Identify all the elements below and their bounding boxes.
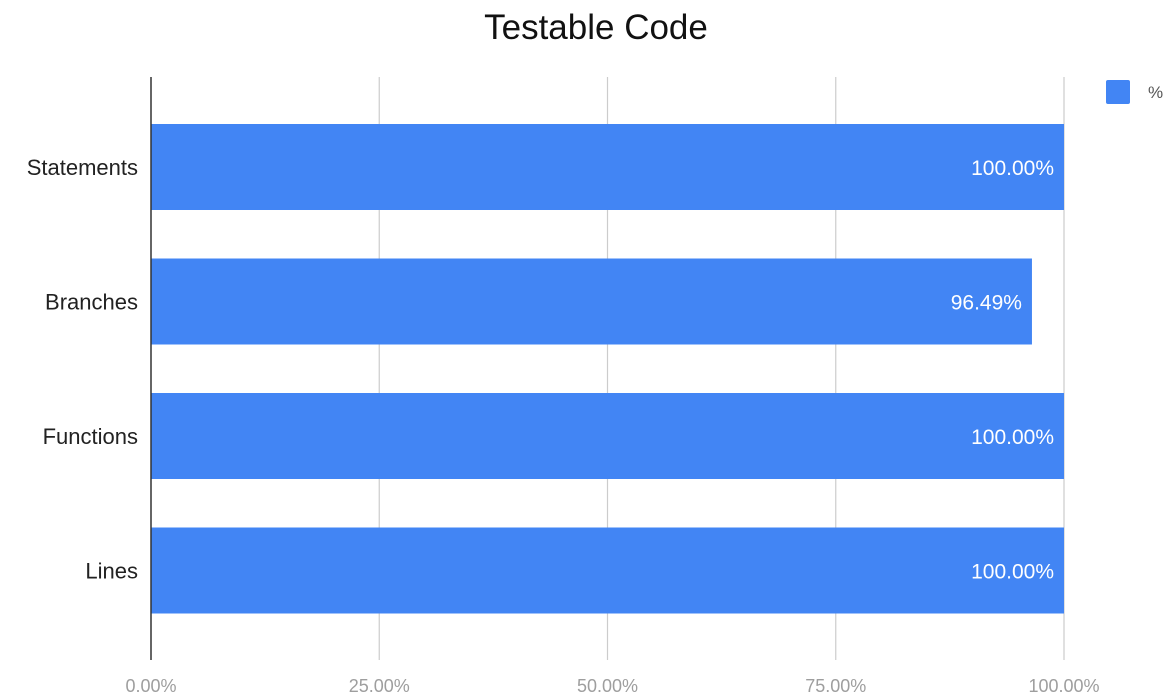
category-label: Statements <box>27 155 138 180</box>
data-label: 96.49% <box>951 292 1022 315</box>
legend-label: % <box>1148 83 1163 102</box>
category-label: Lines <box>85 559 138 584</box>
legend: % <box>1106 80 1163 104</box>
x-tick-label: 0.00% <box>125 676 176 694</box>
category-label: Branches <box>45 290 138 315</box>
x-tick-label: 100.00% <box>1028 676 1099 694</box>
data-label: 100.00% <box>971 561 1054 584</box>
category-label: Functions <box>43 424 138 449</box>
bar <box>151 124 1064 210</box>
labels: 0.00% 25.00% 50.00% 75.00% 100.00% Statements… <box>27 155 1100 694</box>
x-tick-label: 75.00% <box>805 676 866 694</box>
bar <box>151 258 1032 345</box>
bars <box>151 124 1064 614</box>
chart-title: Testable Code <box>484 8 708 47</box>
bar <box>151 527 1064 614</box>
legend-swatch <box>1106 80 1130 104</box>
data-label: 100.00% <box>971 426 1054 449</box>
x-tick-label: 25.00% <box>349 676 410 694</box>
x-tick-label: 50.00% <box>577 676 638 694</box>
data-label: 100.00% <box>971 157 1054 180</box>
bar <box>151 393 1064 479</box>
